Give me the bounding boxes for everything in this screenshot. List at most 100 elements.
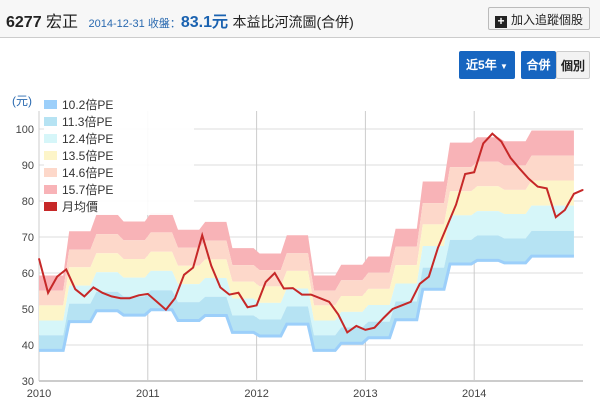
price-point (228, 294, 230, 296)
price-point (464, 173, 466, 175)
price-point (509, 157, 512, 159)
y-tick-label: 40 (22, 340, 34, 352)
price-point (555, 216, 557, 218)
legend-label: 14.6倍PE (62, 166, 114, 180)
legend-swatch (44, 151, 57, 160)
price-point (301, 294, 303, 296)
x-tick-label: 2013 (353, 388, 377, 400)
price-point (564, 209, 566, 211)
price-point (65, 268, 67, 270)
band-10.2倍PE (39, 254, 574, 352)
legend-swatch (44, 100, 57, 109)
stock-code: 6277 (6, 14, 42, 31)
legend-item[interactable]: 10.2倍PE (44, 96, 120, 113)
price-point (328, 301, 330, 303)
close-price: 83.1元 (180, 14, 228, 31)
price-point (110, 295, 113, 297)
legend-item[interactable]: 15.7倍PE (44, 181, 120, 198)
plus-square-icon: + (494, 15, 507, 28)
price-point (446, 225, 448, 227)
legend-item[interactable]: 14.6倍PE (44, 164, 120, 181)
price-point (428, 276, 430, 278)
band-15.7倍PE (39, 130, 574, 291)
price-point (120, 297, 122, 299)
caret-down-icon: ▼ (500, 62, 508, 71)
legend-swatch (44, 185, 57, 194)
legend-label: 15.7倍PE (62, 183, 114, 197)
price-point (573, 193, 575, 195)
price-point (292, 287, 294, 289)
add-tracking-button[interactable]: + 加入追蹤個股 (487, 7, 590, 30)
individual-button[interactable]: 個別 (556, 51, 590, 79)
legend-item[interactable]: 12.4倍PE (44, 130, 120, 147)
legend-label: 月均價 (62, 200, 99, 214)
price-point (147, 293, 149, 295)
price-point (210, 265, 212, 267)
price-point (165, 309, 167, 311)
x-tick-label: 2011 (136, 388, 160, 400)
price-point (392, 308, 394, 310)
price-point (310, 294, 312, 296)
price-point (337, 313, 339, 315)
price-point (92, 286, 94, 288)
y-tick-label: 80 (22, 196, 34, 208)
price-point (74, 288, 76, 290)
price-point (410, 301, 412, 303)
price-point (537, 186, 539, 188)
price-point (346, 331, 348, 333)
stock-name: 宏正 (46, 14, 79, 31)
legend: 10.2倍PE 11.3倍PE 12.4倍PE 13.5倍PE 14.6倍PE 15.7倍… (44, 96, 194, 215)
band-11.3倍PE (39, 230, 574, 351)
price-point (518, 168, 521, 170)
merged-button[interactable]: 合併 (521, 51, 556, 79)
price-point (83, 295, 85, 297)
price-point (192, 267, 194, 269)
band-12.4倍PE (39, 205, 574, 336)
x-tick-label: 2012 (244, 388, 268, 400)
range-label: 近5年 (466, 58, 497, 72)
price-point (455, 204, 457, 206)
price-point (546, 187, 548, 189)
legend-swatch (44, 202, 57, 211)
price-point (156, 301, 158, 303)
price-point (183, 274, 185, 276)
price-point (174, 297, 176, 299)
page-header: 6277 宏正 2014-12-31 收盤：83.1元 本益比河流圖(合併) +… (0, 0, 600, 38)
price-point (237, 292, 240, 294)
price-point (382, 317, 385, 319)
legend-item[interactable]: 11.3倍PE (44, 113, 120, 130)
y-tick-label: 30 (22, 376, 34, 388)
price-point (274, 272, 276, 274)
y-tick-label: 100 (16, 124, 34, 136)
price-point (138, 294, 140, 296)
price-point (38, 258, 40, 260)
price-point (473, 171, 475, 173)
legend-label: 11.3倍PE (62, 115, 113, 129)
price-point (319, 297, 321, 299)
price-point (56, 276, 58, 278)
price-point (246, 306, 249, 308)
close-date: 2014-12-31 收盤： (88, 18, 181, 30)
add-tracking-label: 加入追蹤個股 (510, 13, 583, 27)
y-tick-label: 70 (22, 232, 34, 244)
y-axis-unit: (元) (12, 94, 32, 108)
price-point (528, 178, 530, 180)
x-tick-label: 2014 (462, 388, 486, 400)
range-dropdown[interactable]: 近5年 ▼ (459, 51, 515, 79)
legend-item[interactable]: 13.5倍PE (44, 147, 120, 164)
x-tick-label: 2010 (27, 388, 51, 400)
legend-item[interactable]: 月均價 (44, 198, 120, 215)
price-point (47, 292, 49, 294)
price-point (582, 189, 584, 191)
price-point (401, 304, 403, 306)
price-point (129, 297, 131, 299)
y-tick-label: 50 (22, 304, 34, 316)
price-point (256, 304, 258, 306)
legend-label: 13.5倍PE (62, 149, 114, 163)
chart-title: 本益比河流圖(合併) (232, 14, 354, 30)
legend-label: 12.4倍PE (62, 132, 114, 146)
legend-label: 10.2倍PE (62, 98, 114, 112)
price-point (373, 327, 376, 329)
price-point (265, 281, 267, 283)
